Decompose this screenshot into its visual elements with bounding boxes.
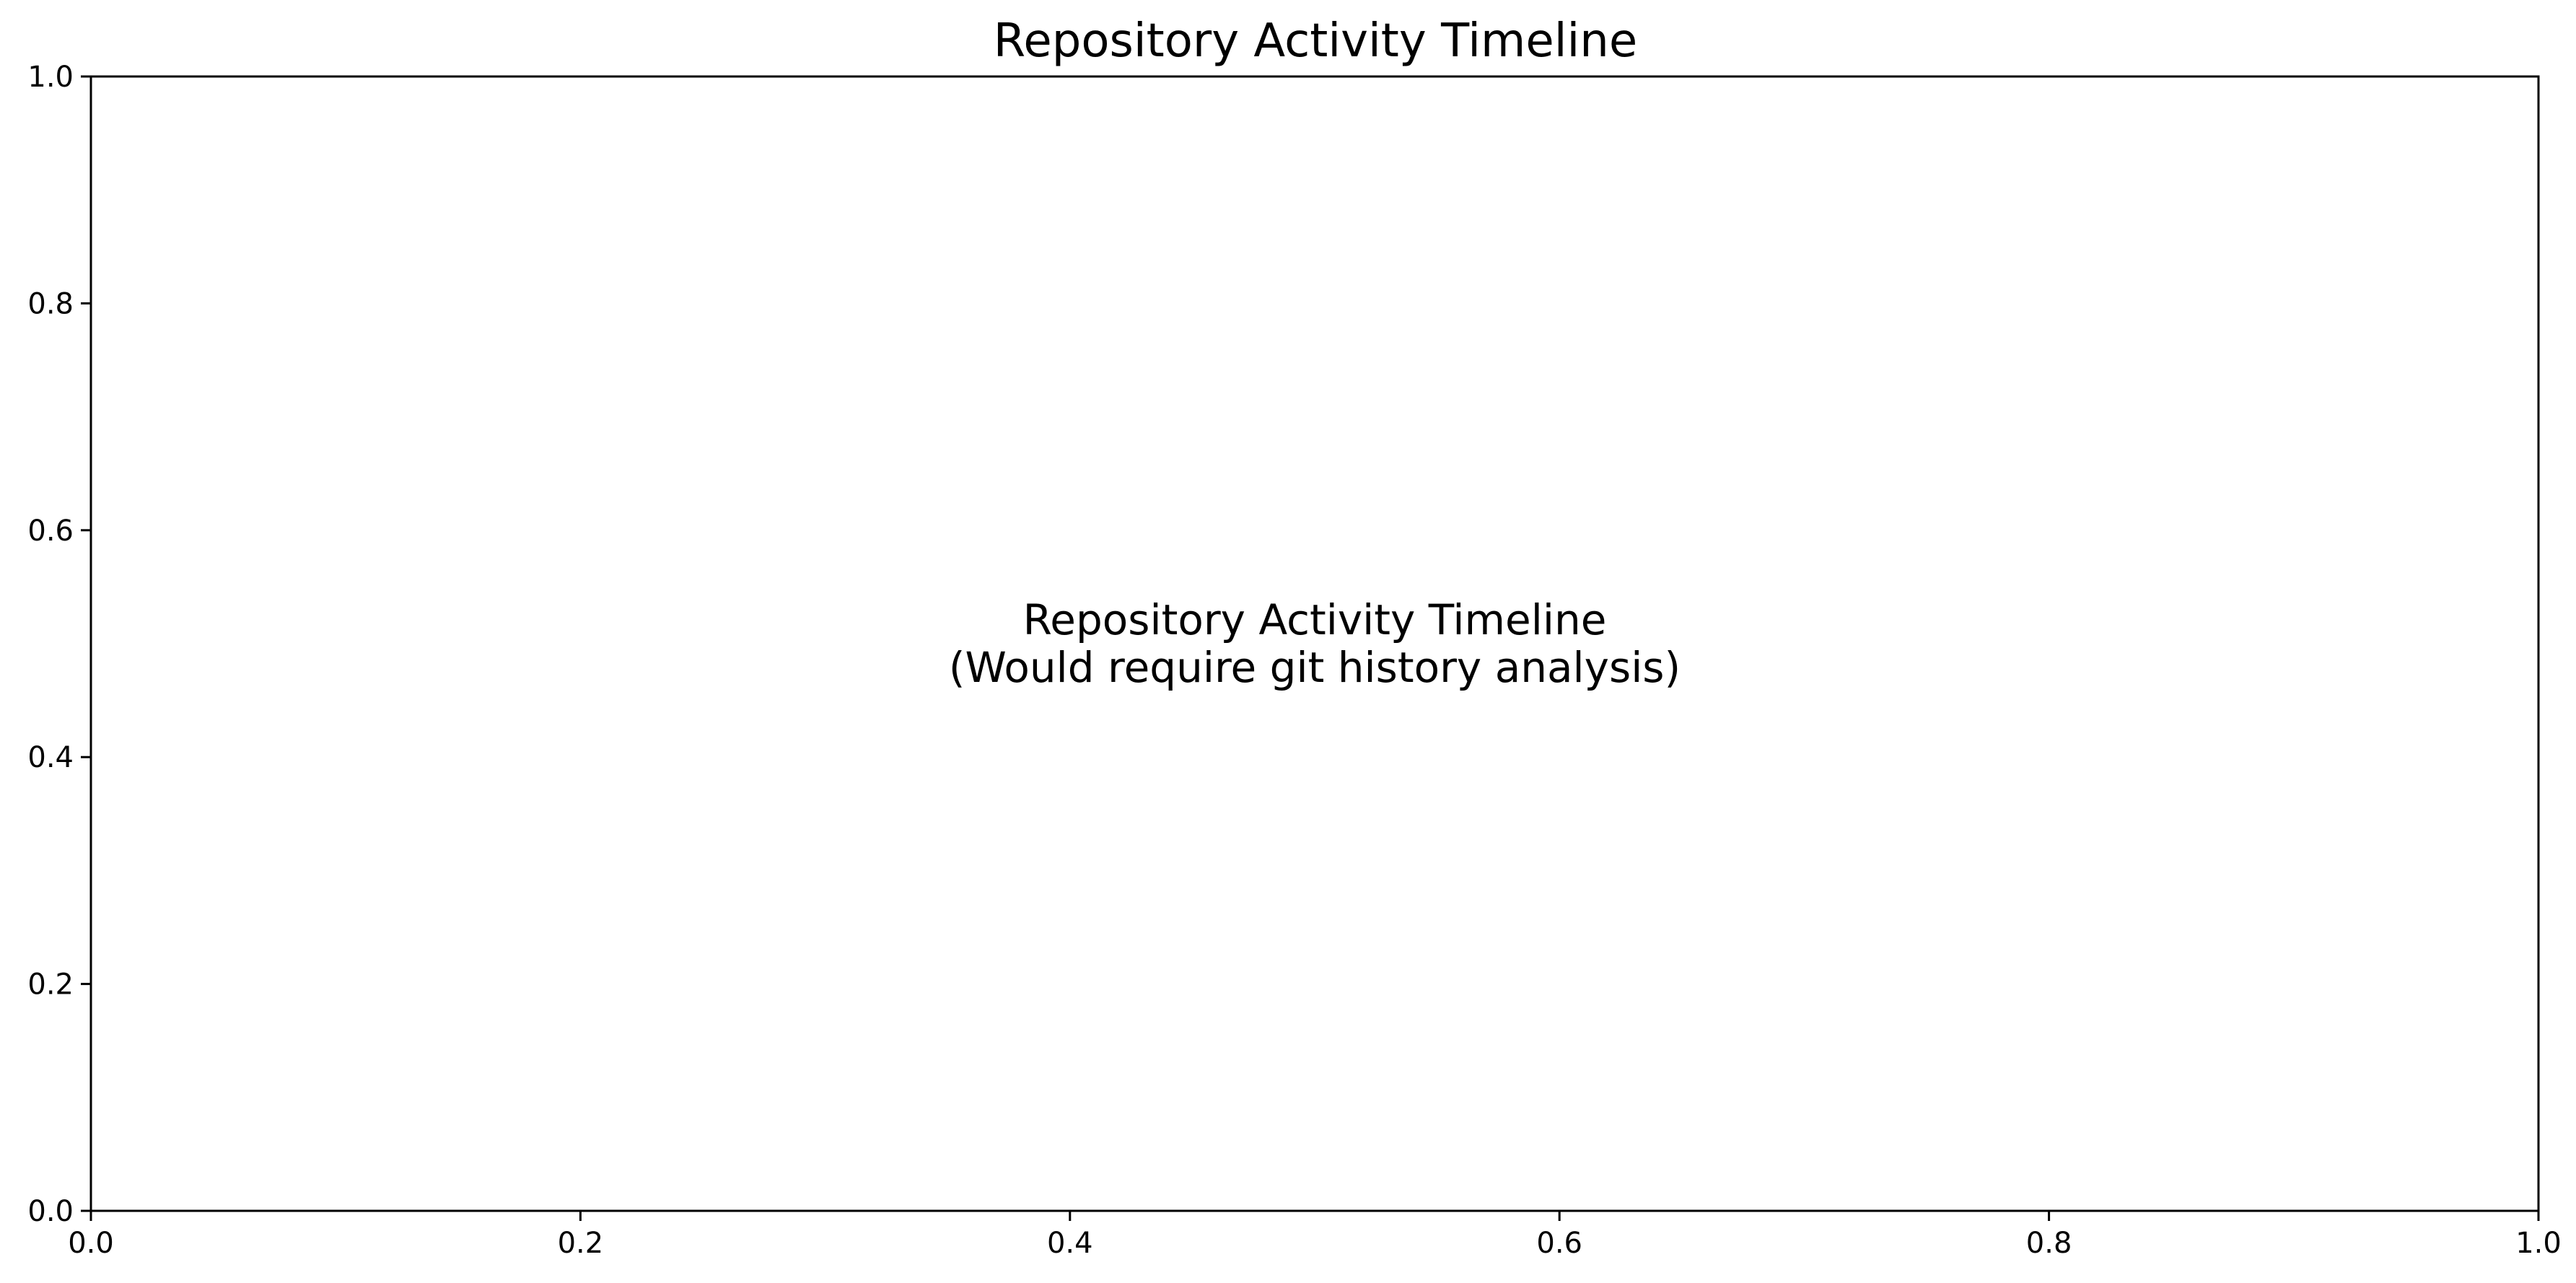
y-tick-label: 0.2 [27,968,74,1002]
y-tick-label: 0.6 [27,514,74,548]
x-tick-label: 0.8 [2026,1227,2072,1260]
y-axis: 0.0 0.2 0.4 0.6 0.8 1.0 [27,61,91,1228]
annotation-line: Repository Activity Timeline [1023,595,1607,644]
y-tick-label: 0.8 [27,287,74,320]
y-tick-label: 0.0 [27,1195,74,1228]
y-tick-label: 0.4 [27,741,74,774]
x-tick-label: 0.2 [558,1227,604,1260]
x-axis: 0.0 0.2 0.4 0.6 0.8 1.0 [68,1211,2562,1260]
x-tick-label: 1.0 [2515,1227,2562,1260]
plot-frame [89,75,2540,1212]
annotation-line: (Would require git history analysis) [949,643,1681,692]
y-tick-label: 1.0 [27,61,74,94]
x-tick-label: 0.6 [1536,1227,1582,1260]
chart-title: Repository Activity Timeline [994,14,1637,68]
center-annotation: Repository Activity Timeline(Would requi… [949,595,1681,692]
x-tick-label: 0.4 [1047,1227,1093,1260]
x-tick-label: 0.0 [68,1227,114,1260]
plot-area [89,75,2540,1212]
